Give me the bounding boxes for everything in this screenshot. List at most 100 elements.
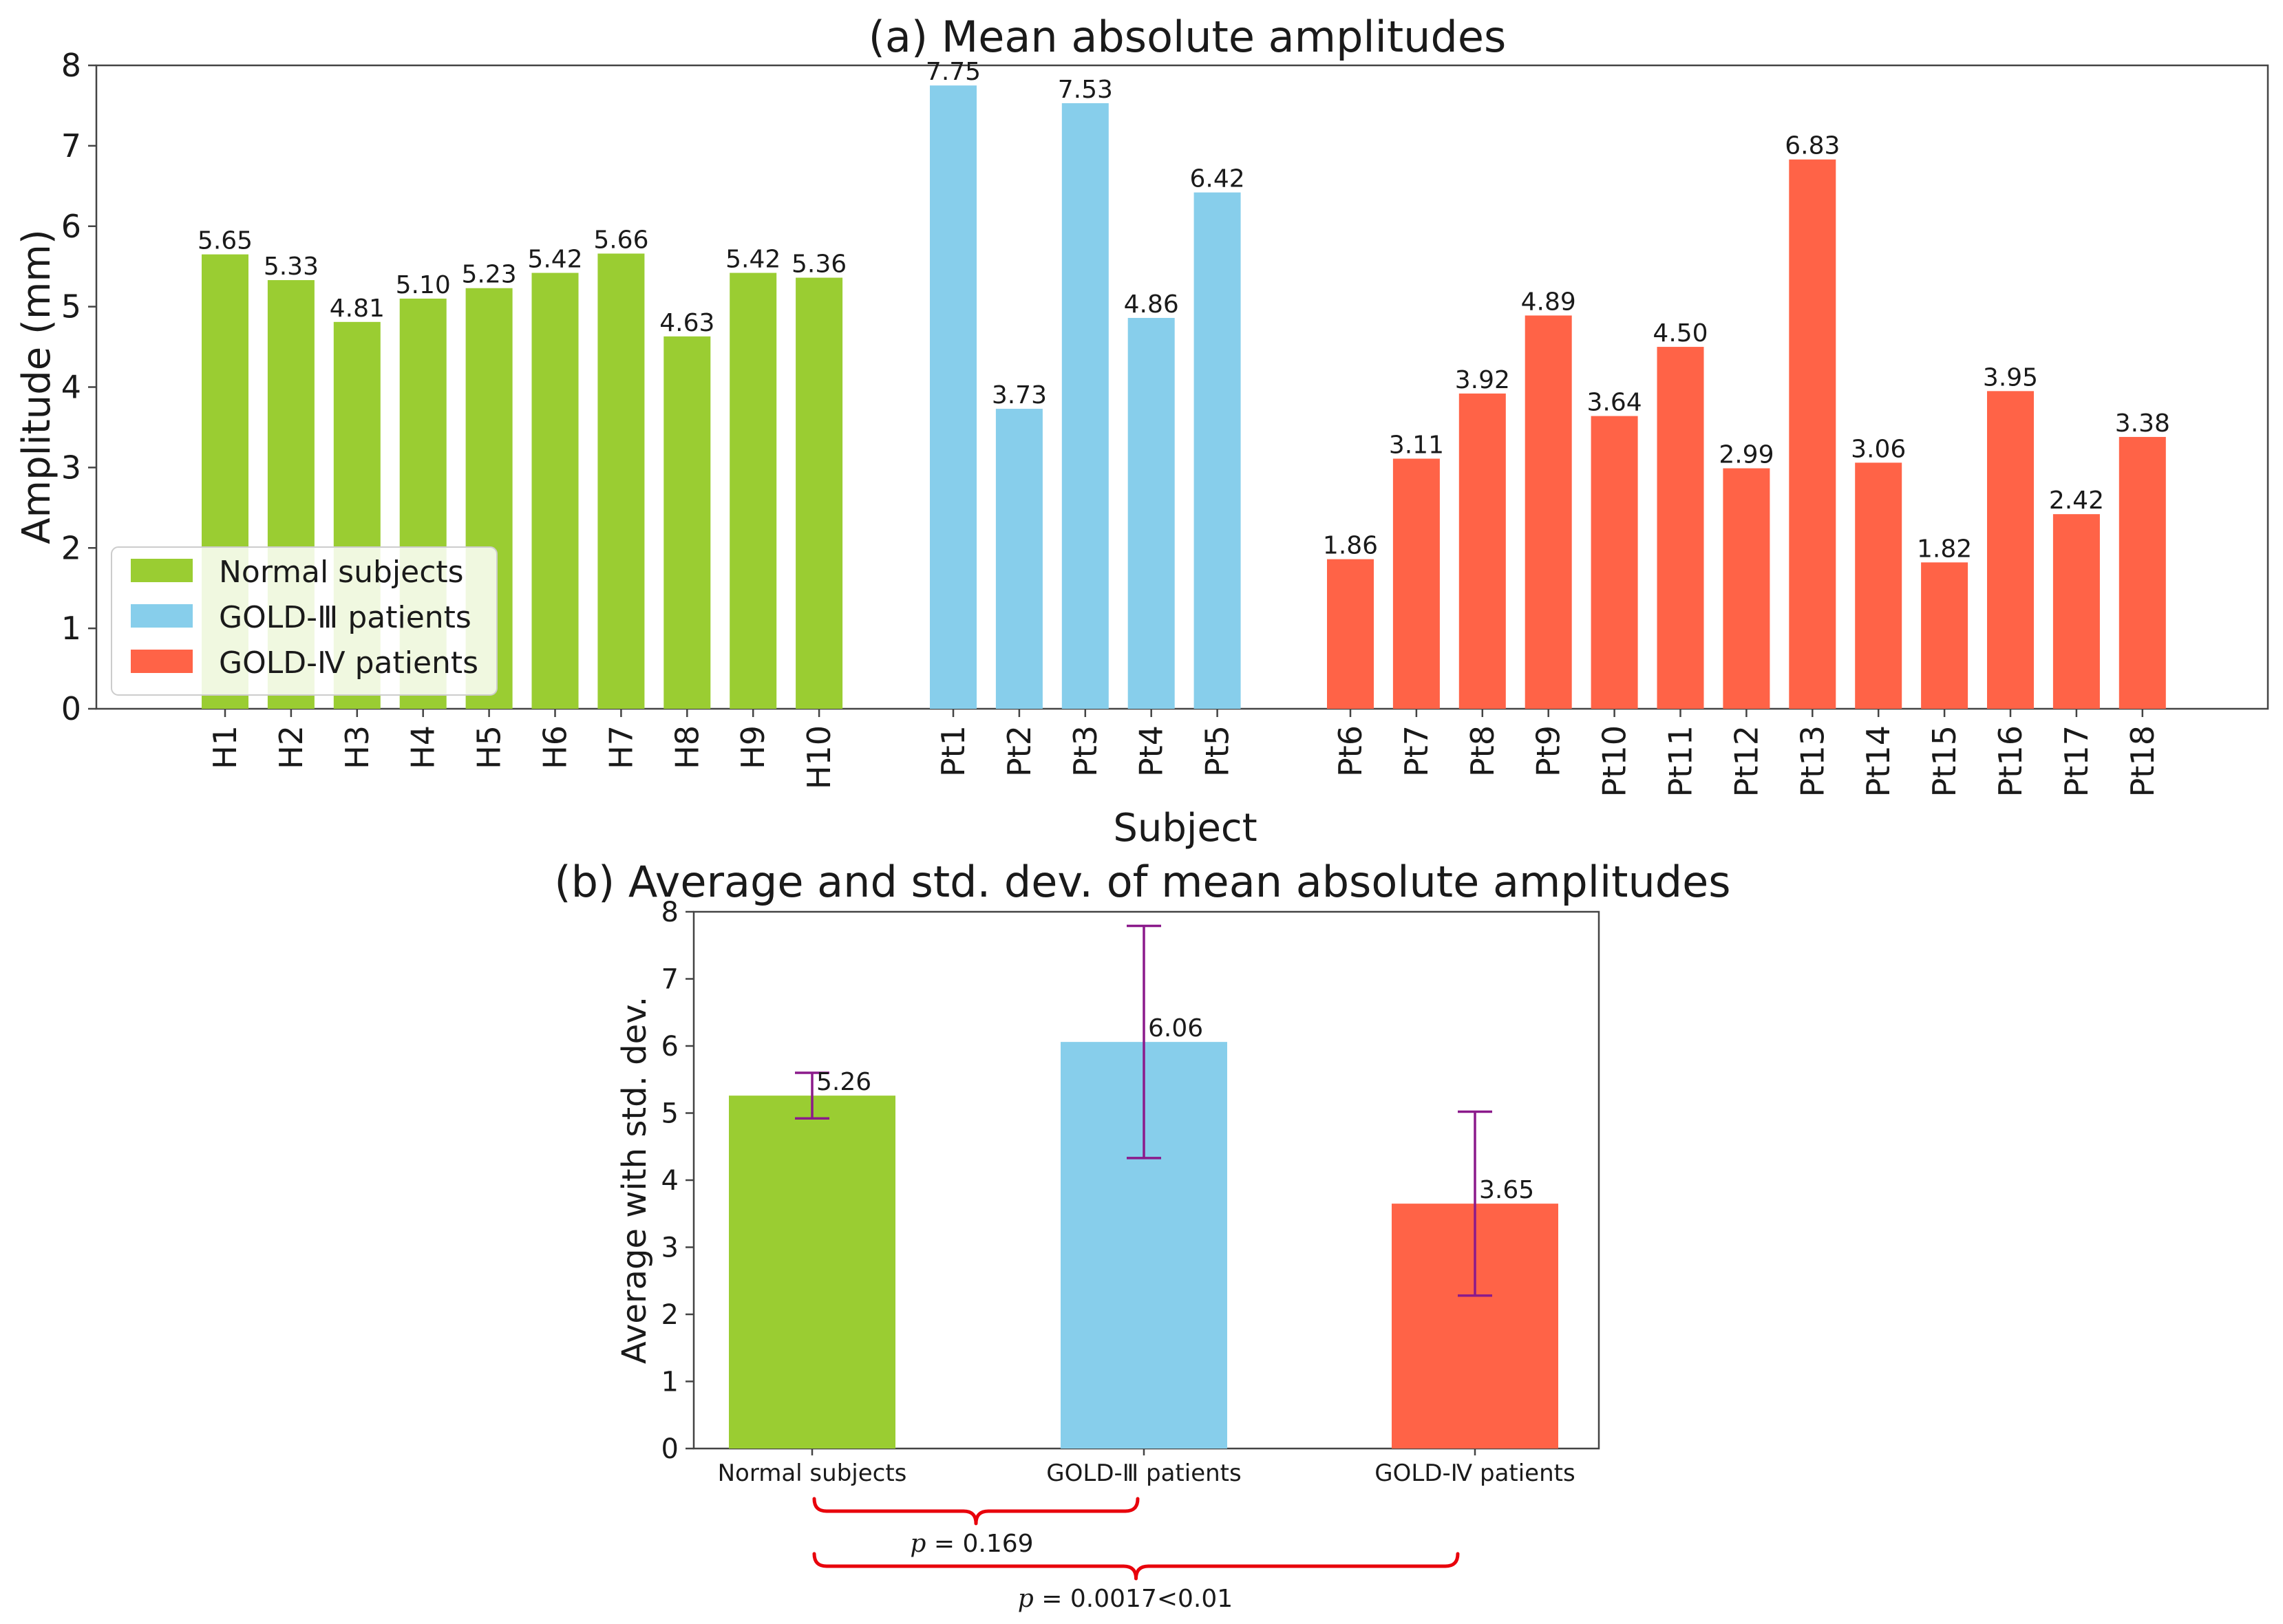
bar-pt17	[2052, 514, 2100, 709]
bar-h9	[730, 273, 777, 709]
x-tick-label-h7: H7	[602, 725, 639, 769]
x-tick-label-h9: H9	[734, 725, 772, 769]
y-tick-label: 8	[61, 47, 81, 84]
bar-pt14	[1855, 462, 1902, 709]
chart-a-x-axis-label: Subject	[1113, 806, 1257, 851]
data-label-pt9: 4.89	[1521, 288, 1576, 316]
chart-b-bars	[729, 1042, 1558, 1449]
bar-h10	[796, 277, 843, 709]
x-tick-label-pt7: Pt7	[1398, 725, 1435, 777]
data-label-h5: 5.23	[462, 261, 517, 289]
bar-pt10	[1591, 416, 1638, 709]
data-label-h7: 5.66	[593, 226, 648, 254]
x-tick-label-gold-patients: GOLD-Ⅳ patients	[1374, 1460, 1575, 1487]
data-label-h8: 4.63	[659, 309, 714, 337]
chart-b-y-axis: 0 1 2 3 4 5 6 7 8	[661, 897, 694, 1465]
data-label-h1: 5.65	[198, 227, 253, 255]
p-value-1: p = 0.169	[910, 1530, 1033, 1558]
data-label-pt16: 3.95	[1983, 363, 2038, 392]
bar-h8	[663, 336, 711, 709]
x-tick-label-pt6: Pt6	[1332, 725, 1369, 777]
p-symbol-2: p	[1018, 1585, 1034, 1613]
chart-b-y-axis-label: Average with std. dev.	[615, 996, 654, 1364]
p-symbol-1: p	[910, 1530, 926, 1558]
legend-label-normal: Normal subjects	[219, 555, 464, 590]
bar-pt15	[1921, 562, 1968, 709]
data-label-pt13: 6.83	[1785, 132, 1840, 160]
x-tick-label-h6: H6	[537, 725, 574, 769]
x-tick-label-h1: H1	[206, 725, 244, 769]
data-label-h2: 5.33	[264, 253, 319, 281]
p-value-1-text: = 0.169	[926, 1530, 1033, 1558]
data-label-h9: 5.42	[725, 246, 781, 274]
p-value-2: p = 0.0017<0.01	[1018, 1585, 1233, 1613]
bar-pt13	[1789, 159, 1836, 709]
y-tick-label: 0	[661, 1433, 679, 1465]
bar-pt7	[1392, 458, 1440, 709]
chart-a-y-axis-label: Amplitude (mm)	[14, 229, 59, 544]
chart-a-data-labels: 5.65 5.33 4.81 5.10 5.23 5.42 5.66 4.63 5.42 5.36…	[198, 58, 2170, 563]
significance-bracket-2	[812, 1552, 1460, 1581]
data-label-pt2: 3.73	[992, 381, 1047, 409]
x-tick-label-h5: H5	[471, 725, 508, 769]
chart-a-y-axis: 0 1 2 3 4 5 6 7 8	[61, 47, 96, 727]
x-tick-label-pt11: Pt11	[1662, 725, 1699, 797]
bar-pt1	[930, 85, 977, 709]
data-label-pt14: 3.06	[1851, 435, 1906, 463]
data-label-pt8: 3.92	[1455, 366, 1510, 394]
data-label-pt6: 1.86	[1323, 532, 1378, 560]
y-tick-label: 8	[661, 897, 679, 928]
bar-pt18	[2119, 436, 2166, 709]
x-tick-label-pt9: Pt9	[1530, 725, 1567, 777]
bar-normal-subjects	[729, 1096, 895, 1449]
significance-bracket-1	[812, 1497, 1140, 1526]
chart-a-legend: Normal subjects GOLD-Ⅲ patients GOLD-Ⅳ p…	[111, 546, 498, 696]
data-label-pt1: 7.75	[926, 58, 981, 86]
data-label-pt5: 6.42	[1190, 165, 1245, 193]
x-tick-label-h2: H2	[273, 725, 310, 769]
chart-a-x-axis: H1 H2 H3 H4 H5 H6 H7 H8 H9 H10 Pt1 Pt2 Pt3 Pt4 Pt5 Pt6 P…	[206, 709, 2161, 797]
y-tick-label: 3	[61, 449, 81, 486]
chart-a-title: (a) Mean absolute amplitudes	[869, 12, 1507, 62]
y-tick-label: 5	[661, 1098, 679, 1130]
x-tick-label-normal-subjects: Normal subjects	[718, 1460, 907, 1487]
x-tick-label-pt17: Pt17	[2058, 725, 2095, 797]
data-label-gold-patients: 6.06	[1148, 1014, 1203, 1043]
chart-a: (a) Mean absolute amplitudes 0 1 2 3 4 5 6 7 8 5…	[14, 12, 2269, 851]
x-tick-label-pt14: Pt14	[1860, 725, 1897, 797]
p-value-2-text: = 0.0017<0.01	[1034, 1585, 1233, 1613]
data-label-pt17: 2.42	[2049, 487, 2104, 515]
x-tick-label-pt4: Pt4	[1133, 725, 1170, 777]
y-tick-label: 2	[661, 1299, 679, 1331]
legend-swatch-gold4	[131, 650, 193, 673]
data-label-pt18: 3.38	[2115, 409, 2170, 438]
chart-b: (b) Average and std. dev. of mean absolu…	[554, 857, 1730, 1613]
data-label-pt7: 3.11	[1389, 431, 1444, 460]
data-label-pt4: 4.86	[1124, 290, 1179, 319]
x-tick-label-pt13: Pt13	[1794, 725, 1831, 797]
x-tick-label-pt2: Pt2	[1001, 725, 1038, 777]
x-tick-label-h8: H8	[668, 725, 705, 769]
y-tick-label: 6	[61, 208, 81, 245]
y-tick-label: 6	[661, 1031, 679, 1062]
data-label-h4: 5.10	[396, 271, 451, 299]
y-tick-label: 4	[61, 369, 81, 406]
bar-pt5	[1193, 192, 1241, 709]
y-tick-label: 7	[661, 964, 679, 996]
legend-frame	[111, 546, 498, 696]
x-tick-label-h3: H3	[339, 725, 376, 769]
bar-pt6	[1327, 559, 1374, 709]
legend-swatch-gold3	[131, 604, 193, 628]
legend-swatch-normal	[131, 559, 193, 582]
x-tick-label-pt1: Pt1	[935, 725, 972, 777]
chart-b-error-bars	[795, 924, 1492, 1297]
x-tick-label-gold-patients: GOLD-Ⅲ patients	[1046, 1460, 1241, 1487]
y-tick-label: 1	[661, 1367, 679, 1398]
x-tick-label-pt3: Pt3	[1067, 725, 1104, 777]
data-label-pt15: 1.82	[1917, 535, 1972, 563]
y-tick-label: 2	[61, 529, 81, 566]
chart-b-significance: p = 0.169 p = 0.0017<0.01	[812, 1497, 1460, 1613]
bar-pt3	[1061, 103, 1109, 709]
x-tick-label-pt18: Pt18	[2124, 725, 2161, 797]
